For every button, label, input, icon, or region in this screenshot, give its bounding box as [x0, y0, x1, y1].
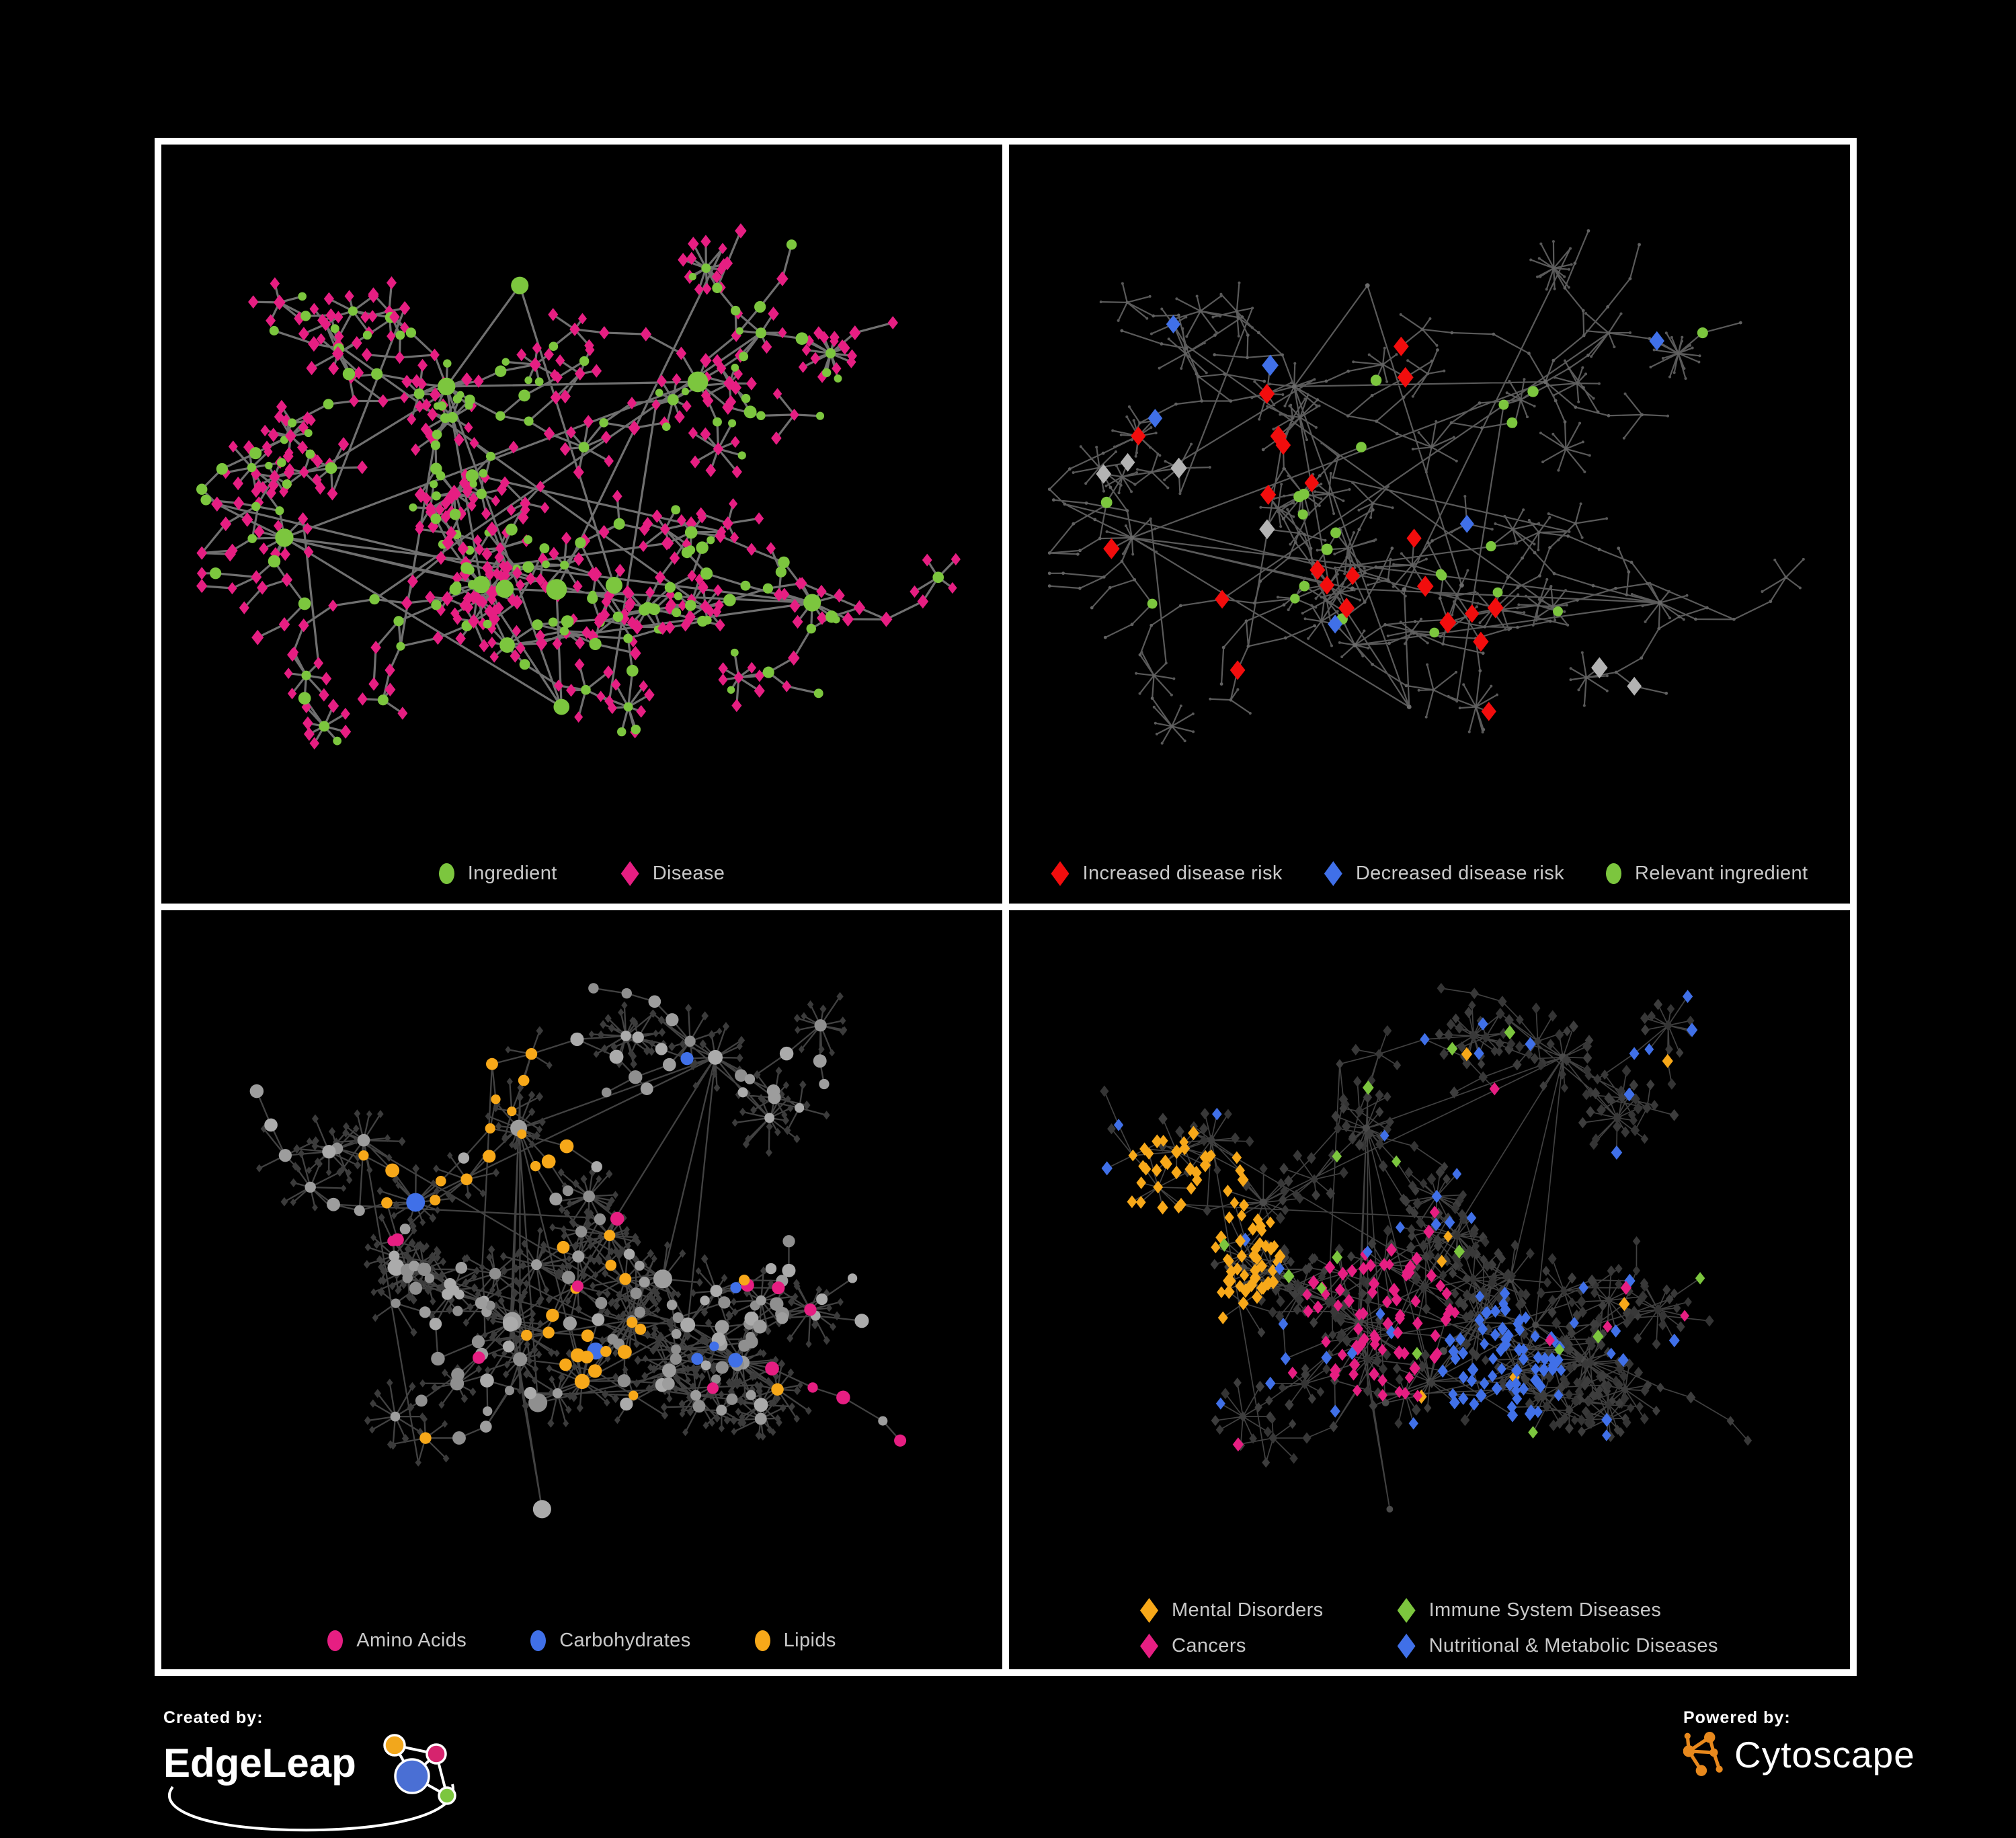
- legend-label: Decreased disease risk: [1355, 863, 1565, 884]
- cytoscape-logo-icon: [1683, 1732, 1723, 1776]
- disease-classes-legend: Mental Disorders Immune System Diseases …: [1140, 1598, 1718, 1659]
- panel-disease-classes: Mental Disorders Immune System Diseases …: [1009, 910, 1850, 1669]
- nutritional-metabolic-marker-icon: [1397, 1634, 1416, 1659]
- created-by-label: Created by:: [163, 1708, 264, 1727]
- powered-by-block: Powered by: Cytoscape: [1683, 1708, 1915, 1779]
- ingredient-classes-legend: Amino Acids Carbohydrates Lipids: [161, 1630, 1002, 1652]
- legend-label: Carbohydrates: [559, 1630, 691, 1651]
- edgeleap-logo: EdgeLeap: [163, 1730, 486, 1832]
- legend-item-amino-acids: Amino Acids: [327, 1630, 467, 1652]
- legend-item-relevant-ingredient: Relevant ingredient: [1606, 863, 1808, 885]
- edgeleap-logo-text: EdgeLeap: [163, 1741, 356, 1786]
- created-by-block: Created by: EdgeLeap: [163, 1708, 486, 1832]
- disease-marker-icon: [620, 861, 639, 886]
- cytoscape-logo-text: Cytoscape: [1734, 1734, 1915, 1775]
- disease-classes-network: [1100, 982, 1752, 1513]
- decreased-risk-marker-icon: [1324, 861, 1342, 886]
- legend-item-cancers: Cancers: [1140, 1634, 1324, 1659]
- carbohydrates-marker-icon: [530, 1630, 547, 1651]
- cytoscape-logo: Cytoscape: [1683, 1730, 1915, 1779]
- relevant-ingredient-marker-icon: [1606, 863, 1622, 884]
- legend-label: Immune System Diseases: [1428, 1599, 1662, 1621]
- ingredient-disease-network: [196, 223, 961, 750]
- panels-grid: Ingredient Disease Increased disease ris…: [155, 138, 1857, 1676]
- lipids-marker-icon: [754, 1630, 770, 1651]
- legend-item-carbohydrates: Carbohydrates: [530, 1630, 690, 1652]
- legend-item-increased-risk: Increased disease risk: [1051, 861, 1282, 886]
- legend-label: Nutritional & Metabolic Diseases: [1428, 1635, 1718, 1656]
- panel-ingredient-disease: Ingredient Disease: [161, 145, 1002, 904]
- legend-label: Ingredient: [467, 863, 557, 884]
- legend-item-nutritional-metabolic-diseases: Nutritional & Metabolic Diseases: [1397, 1634, 1718, 1659]
- legend-item-mental-disorders: Mental Disorders: [1140, 1598, 1324, 1623]
- panel-disease-risk: Increased disease risk Decreased disease…: [1009, 145, 1850, 904]
- edgeleap-logo-icon: [168, 1734, 456, 1832]
- legend-label: Increased disease risk: [1082, 863, 1283, 884]
- increased-risk-marker-icon: [1051, 861, 1070, 886]
- amino-acids-marker-icon: [327, 1630, 344, 1651]
- legend-label: Cancers: [1172, 1635, 1246, 1656]
- legend-label: Disease: [652, 863, 725, 884]
- legend-item-lipids: Lipids: [754, 1630, 836, 1652]
- legend-label: Amino Acids: [356, 1630, 467, 1651]
- ingredient-disease-legend: Ingredient Disease: [161, 861, 1002, 886]
- cancers-marker-icon: [1140, 1634, 1158, 1659]
- panel-ingredient-classes: Amino Acids Carbohydrates Lipids: [161, 910, 1002, 1669]
- legend-label: Relevant ingredient: [1635, 863, 1808, 884]
- legend-item-immune-system-diseases: Immune System Diseases: [1397, 1598, 1718, 1623]
- legend-item-ingredient: Ingredient: [438, 863, 557, 885]
- ingredient-classes-network: [249, 983, 907, 1519]
- powered-by-label: Powered by:: [1683, 1708, 1791, 1727]
- legend-item-decreased-risk: Decreased disease risk: [1324, 861, 1564, 886]
- ingredient-marker-icon: [438, 863, 454, 884]
- disease-risk-network: [1047, 229, 1805, 745]
- legend-label: Mental Disorders: [1172, 1599, 1324, 1621]
- legend-item-disease: Disease: [620, 861, 725, 886]
- legend-label: Lipids: [783, 1630, 836, 1651]
- disease-risk-legend: Increased disease risk Decreased disease…: [1009, 861, 1850, 886]
- mental-disorders-marker-icon: [1140, 1598, 1158, 1623]
- immune-system-marker-icon: [1397, 1598, 1416, 1623]
